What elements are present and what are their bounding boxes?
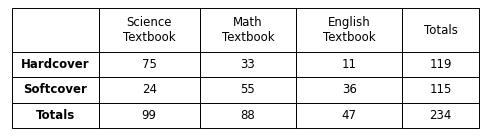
Bar (200, 52, 296, 77)
Text: English
Textbook: English Textbook (323, 16, 375, 44)
Text: Hardcover: Hardcover (21, 58, 89, 71)
Text: Totals: Totals (36, 109, 75, 122)
Text: 47: 47 (342, 109, 357, 122)
Bar (12, 52, 99, 77)
Bar (12, 103, 99, 128)
Bar (99, 8, 200, 52)
Bar (12, 77, 99, 103)
Text: 119: 119 (429, 58, 451, 71)
Bar (99, 52, 200, 77)
Text: Softcover: Softcover (23, 83, 87, 96)
Bar (402, 52, 479, 77)
Text: 24: 24 (141, 83, 156, 96)
Bar (12, 8, 99, 52)
Text: Totals: Totals (423, 24, 457, 36)
Text: 99: 99 (141, 109, 156, 122)
Text: 33: 33 (241, 58, 255, 71)
Bar (99, 77, 200, 103)
Text: 75: 75 (142, 58, 156, 71)
Bar (296, 52, 402, 77)
Bar (402, 8, 479, 52)
Text: 234: 234 (429, 109, 451, 122)
Text: Science
Textbook: Science Textbook (123, 16, 175, 44)
Bar (99, 103, 200, 128)
Text: Math
Textbook: Math Textbook (222, 16, 274, 44)
Text: 36: 36 (342, 83, 357, 96)
Bar (200, 8, 296, 52)
Bar (296, 8, 402, 52)
Bar (200, 103, 296, 128)
Bar (296, 103, 402, 128)
Bar (402, 77, 479, 103)
Bar (200, 77, 296, 103)
Text: 55: 55 (241, 83, 255, 96)
Bar (296, 77, 402, 103)
Text: 11: 11 (342, 58, 357, 71)
Bar (402, 103, 479, 128)
Text: 115: 115 (429, 83, 451, 96)
Text: 88: 88 (241, 109, 255, 122)
